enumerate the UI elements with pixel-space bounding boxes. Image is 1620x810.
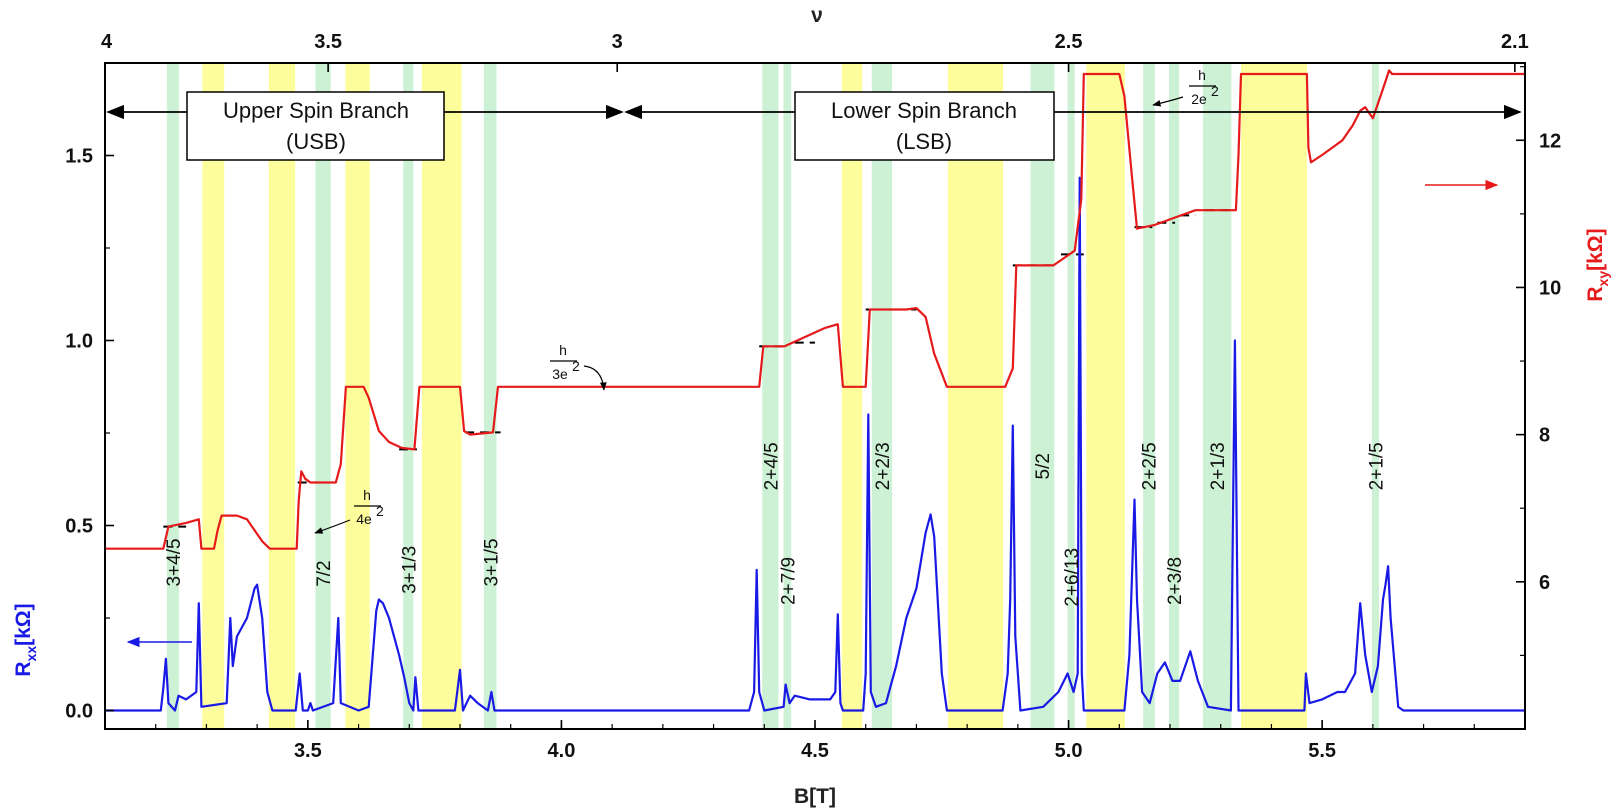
band-green-13 [1030,63,1055,729]
branch-upper-abbr: (USB) [286,129,346,154]
annotation-h-3e2-arrow [583,365,607,391]
annotation-h-4e2: h 4e 2 [314,487,384,534]
band-label-3: 3+1/5 [481,538,502,586]
band-label-8: 2+6/13 [1062,548,1083,607]
top-tick-label-2: 3 [612,31,623,53]
band-label-4: 2+4/5 [761,442,782,490]
annotation-h-3e2-num: h [559,342,567,358]
band-green-8 [762,63,779,729]
band-label-12: 2+1/5 [1366,442,1387,490]
band-green-17 [1168,63,1180,729]
band-label-6: 2+2/3 [873,442,894,490]
band-green-20 [1371,63,1379,729]
branch-lower: Lower Spin Branch (LSB) [624,91,1522,161]
band-label-9: 2+2/5 [1140,442,1161,490]
series-line-rxx [105,176,1525,712]
annotation-h-2e2-den: 2e [1191,91,1207,107]
x-tick-label-2: 4.5 [801,740,829,762]
band-yellow-12 [947,63,1004,729]
branch-upper-name: Upper Spin Branch [223,98,409,123]
band-yellow-2 [268,63,296,729]
top-axis-title: ν [811,4,823,27]
x-tick-label-3: 5.0 [1055,740,1083,762]
band-green-16 [1143,63,1155,729]
annotation-h-4e2-den: 4e [356,511,372,527]
x-tick-label-1: 4.0 [548,740,576,762]
x-tick-label-4: 5.5 [1308,740,1336,762]
right-tick-label-0: 6 [1539,572,1550,594]
band-yellow-10 [841,63,863,729]
top-tick-label-3: 2.5 [1055,31,1083,53]
right-tick-label-1: 8 [1539,425,1550,447]
right-tick-label-3: 12 [1539,130,1561,152]
left-tick-label-0: 0.0 [65,701,93,723]
band-green-7 [483,63,497,729]
band-label-5: 2+7/9 [779,557,800,605]
right-tick-label-2: 10 [1539,277,1561,299]
left-tick-label-1: 0.5 [65,516,93,538]
branch-lower-box [794,91,1055,161]
branch-upper: Upper Spin Branch (USB) [106,91,624,161]
band-labels: 3+4/5 7/2 3+1/3 3+1/5 2+4/5 2+7/9 2+2/3 5/2 2+6/… [164,442,1387,606]
band-label-10: 2+3/8 [1165,557,1186,605]
branch-upper-box [186,91,445,161]
series-layer [105,69,1525,712]
band-label-7: 5/2 [1033,453,1054,479]
annotation-h-4e2-num: h [363,487,371,503]
annotation-h-4e2-arrow [314,519,351,534]
band-yellow-1 [202,63,225,729]
band-yellow-15 [1086,63,1125,729]
top-tick-label-1: 3.5 [314,31,342,53]
x-tick-label-0: 3.5 [294,740,322,762]
band-green-14 [1067,63,1075,729]
x-axis-title: B[T] [794,785,836,808]
annotation-h-4e2-exp: 2 [376,503,384,519]
band-label-11: 2+1/3 [1208,442,1229,490]
band-green-11 [871,63,893,729]
top-tick-label-4: 2.1 [1501,31,1529,53]
left-tick-label-2: 1.0 [65,331,93,353]
band-green-18 [1202,63,1232,729]
annotation-h-3e2: h 3e 2 [550,342,607,391]
band-yellow-4 [345,63,370,729]
series-line-rxy [105,69,1525,550]
branch-lower-abbr: (LSB) [896,129,952,154]
band-label-2: 3+1/3 [399,546,420,594]
band-green-9 [783,63,792,729]
band-label-1: 7/2 [314,560,335,586]
band-label-0: 3+4/5 [164,538,185,586]
right-axis-title: Rxy[kΩ] [1584,228,1611,301]
band-green-0 [166,63,180,729]
band-green-3 [315,63,331,729]
annotation-h-2e2-arrow [1152,96,1184,107]
left-axis-title: Rxx[kΩ] [12,603,39,676]
annotation-h-2e2-num: h [1198,67,1206,83]
shaded-bands [166,63,1379,729]
branch-lower-name: Lower Spin Branch [831,98,1017,123]
band-green-5 [403,63,414,729]
annotation-h-3e2-den: 3e [552,366,568,382]
axis-ticks: 3.5 4.0 4.5 5.0 5.5 4 3.5 3 2.5 2.1 0.0 0.5 1.0 1.5 6 8… [65,31,1561,762]
top-tick-label-0: 4 [101,31,113,53]
annotation-h-2e2-exp: 2 [1211,83,1219,99]
annotation-h-2e2: h 2e 2 [1152,67,1219,107]
band-yellow-6 [421,63,462,729]
left-tick-label-3: 1.5 [65,146,93,168]
annotation-h-3e2-exp: 2 [572,358,580,374]
band-yellow-19 [1241,63,1307,729]
